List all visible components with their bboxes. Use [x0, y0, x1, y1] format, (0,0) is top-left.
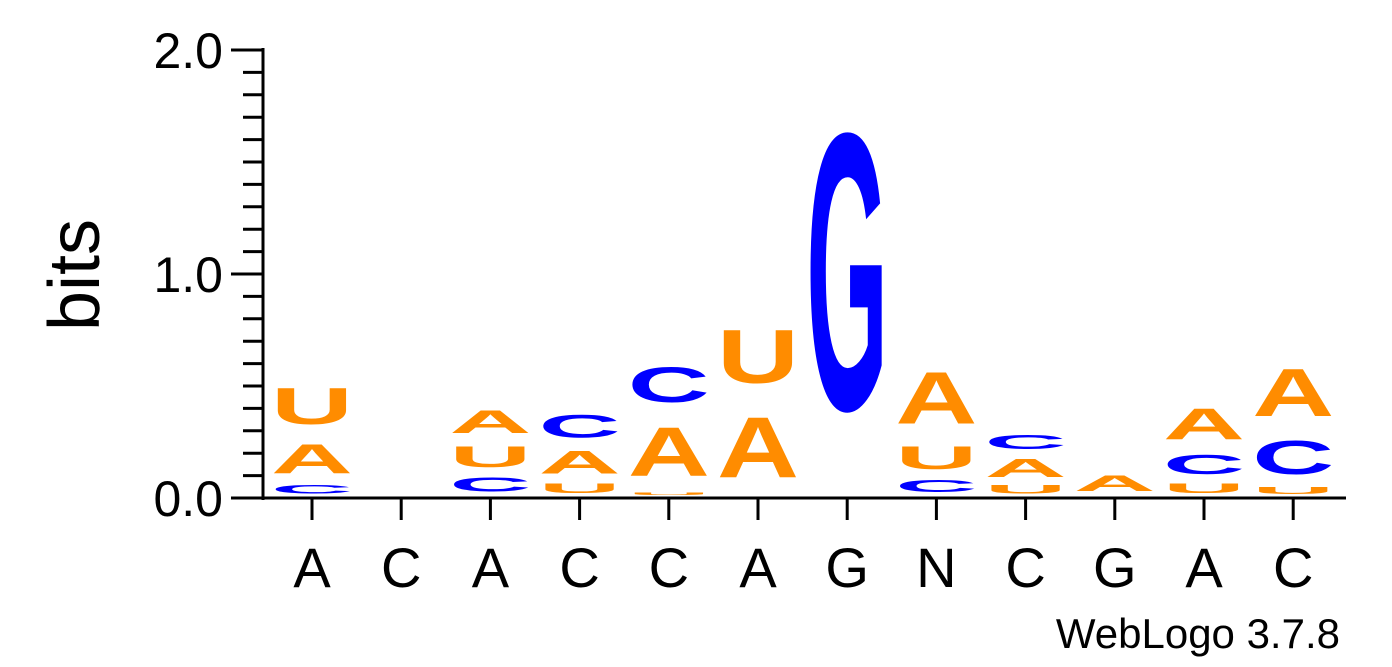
y-tick-label: 2.0 — [153, 23, 223, 79]
x-tick-label: A — [472, 536, 510, 599]
logo-letter-a: A — [717, 400, 799, 496]
logo-letter-c: C — [449, 474, 531, 496]
y-tick-label: 0.0 — [153, 471, 223, 527]
logo-letter-c: C — [1252, 431, 1334, 484]
y-axis: 0.0 1.0 2.0 — [153, 23, 265, 527]
logo-letter-u: U — [271, 377, 353, 435]
logo-letter-c: C — [271, 483, 353, 496]
x-tick-label: C — [1273, 536, 1313, 599]
x-tick-label: G — [825, 536, 869, 599]
logo-letter-a: A — [1074, 472, 1156, 496]
x-tick-label: A — [739, 536, 777, 599]
logo-letter-c: C — [895, 476, 977, 496]
logo-letter-a: A — [985, 453, 1067, 482]
logo-letter-c: C — [985, 431, 1067, 453]
logo-letter-u: U — [985, 483, 1067, 496]
weblogo-credit: WebLogo 3.7.8 — [1056, 610, 1340, 657]
x-tick-label: C — [649, 536, 689, 599]
x-tick-label: N — [916, 536, 956, 599]
logo-letter-u: U — [628, 492, 710, 496]
x-tick-label: C — [559, 536, 599, 599]
logo-letter-u: U — [717, 315, 799, 399]
x-tick-label: C — [1005, 536, 1045, 599]
y-tick-label: 1.0 — [153, 247, 223, 303]
logo-letter-u: U — [539, 480, 621, 496]
logo-letter-a: A — [628, 413, 710, 491]
logo-letter-a: A — [1252, 354, 1334, 430]
logo-letter-g: G — [806, 52, 888, 493]
logo-letter-c: C — [628, 357, 710, 413]
y-axis-label: bits — [35, 219, 115, 331]
x-tick-label: A — [293, 536, 331, 599]
logo-letter-c: C — [1163, 449, 1245, 480]
logo-letter-a: A — [1163, 400, 1245, 449]
x-tick-label: A — [1185, 536, 1223, 599]
logo-letter-u: U — [1252, 485, 1334, 496]
logo-letter-c: C — [539, 408, 621, 444]
logo-letter-a: A — [539, 444, 621, 480]
x-tick-label: G — [1093, 536, 1137, 599]
logo-letter-u: U — [449, 440, 531, 474]
logo-letter-u: U — [1163, 480, 1245, 496]
logo-letter-a: A — [895, 357, 977, 440]
logo-letter-a: A — [271, 436, 353, 483]
x-tick-label: C — [381, 536, 421, 599]
logo-letter-u: U — [895, 440, 977, 476]
logo-letter-a: A — [449, 404, 531, 440]
